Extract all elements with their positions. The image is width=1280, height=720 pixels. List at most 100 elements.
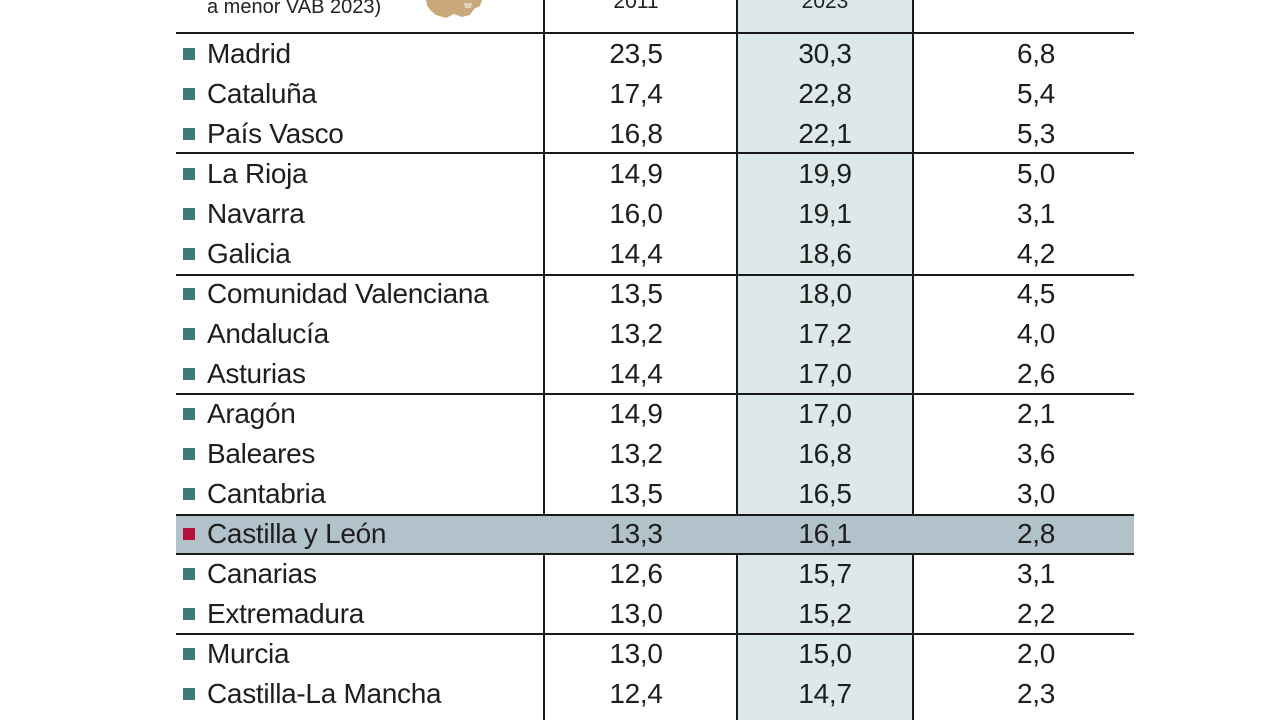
value-2023: 22,8 [798,78,852,109]
row-marker-icon [183,608,195,620]
row-marker-icon [183,688,195,700]
group-rule [176,553,1134,555]
group-rule [176,152,1134,154]
row-marker-icon [183,128,195,140]
value-2011: 13,0 [609,638,663,669]
table-row: Madrid 23,5 30,3 6,8 [0,34,1280,74]
table-row: Baleares 13,2 16,8 3,6 [0,434,1280,474]
highlighted-row-background [176,515,1134,554]
row-marker-icon [183,568,195,580]
region-name: Asturias [207,358,306,389]
row-marker-icon [183,368,195,380]
row-marker-icon [183,328,195,340]
value-2023: 15,2 [798,598,852,629]
table-row: Cantabria 13,5 16,5 3,0 [0,474,1280,514]
value-difference: 2,3 [1016,678,1056,709]
table-row: Aragón 14,9 17,0 2,1 [0,394,1280,434]
table-row: Extremadura 13,0 15,2 2,2 [0,594,1280,634]
value-difference: 3,1 [1016,558,1056,589]
row-marker-icon [183,448,195,460]
spain-map-icon [426,0,482,18]
value-difference: 2,8 [1016,518,1056,549]
row-marker-icon [183,168,195,180]
value-2023: 19,1 [798,198,852,229]
value-2011: 13,5 [609,278,663,309]
region-name: Extremadura [207,598,364,629]
value-2023: 14,7 [798,678,852,709]
table-row: Castilla-La Mancha 12,4 14,7 2,3 [0,674,1280,714]
row-marker-icon [183,648,195,660]
header-subtitle: a menor VAB 2023) [207,0,382,18]
value-2023: 16,1 [798,518,852,549]
row-marker-icon [183,408,195,420]
value-difference: 5,4 [1016,78,1056,109]
value-2011: 14,4 [609,358,663,389]
value-difference: 5,3 [1016,118,1056,149]
value-2023: 18,0 [798,278,852,309]
table-row: Galicia 14,4 18,6 4,2 [0,234,1280,274]
value-2011: 13,2 [609,318,663,349]
value-difference: 2,1 [1016,398,1056,429]
value-2023: 16,5 [798,478,852,509]
value-2011: 14,9 [609,158,663,189]
value-2011: 14,9 [609,398,663,429]
value-2011: 13,2 [609,438,663,469]
row-marker-icon [183,528,195,540]
table-row: Asturias 14,4 17,0 2,6 [0,354,1280,394]
value-difference: 2,2 [1016,598,1056,629]
group-rule [176,633,1134,635]
column-divider-2011 [543,0,545,720]
value-2011: 16,8 [609,118,663,149]
region-name: Castilla-La Mancha [207,678,442,709]
value-2023: 17,0 [798,358,852,389]
value-2023: 17,2 [798,318,852,349]
region-name: Cantabria [207,478,326,509]
header-2011: 2011 [613,0,659,13]
region-name: Comunidad Valenciana [207,278,489,309]
row-marker-icon [183,88,195,100]
value-2023: 16,8 [798,438,852,469]
value-2011: 23,5 [609,38,663,69]
table-row: Comunidad Valenciana 13,5 18,0 4,5 [0,274,1280,314]
value-difference: 4,0 [1016,318,1056,349]
value-2023: 15,7 [798,558,852,589]
value-difference: 5,0 [1016,158,1056,189]
region-name: La Rioja [207,158,308,189]
region-name: Madrid [207,38,291,69]
region-name: Cataluña [207,78,317,109]
value-2023: 19,9 [798,158,852,189]
column-2023-background [736,0,914,720]
table-row: La Rioja 14,9 19,9 5,0 [0,154,1280,194]
region-name: Galicia [207,238,291,269]
value-2023: 15,0 [798,638,852,669]
row-marker-icon [183,208,195,220]
value-2023: 22,1 [798,118,852,149]
value-2011: 14,4 [609,238,663,269]
value-2023: 30,3 [798,38,852,69]
value-2011: 13,3 [609,518,663,549]
value-2011: 17,4 [609,78,663,109]
row-marker-icon [183,288,195,300]
value-difference: 4,5 [1016,278,1056,309]
table-row: Cataluña 17,4 22,8 5,4 [0,74,1280,114]
region-name: Canarias [207,558,317,589]
region-name: Castilla y León [207,518,387,549]
region-name: Navarra [207,198,305,229]
row-marker-icon [183,48,195,60]
value-difference: 4,2 [1016,238,1056,269]
region-name: Andalucía [207,318,329,349]
group-rule [176,274,1134,276]
region-name: País Vasco [207,118,344,149]
table-row: Castilla y León 13,3 16,1 2,8 [0,514,1280,554]
value-difference: 2,6 [1016,358,1056,389]
value-2023: 17,0 [798,398,852,429]
value-2011: 13,5 [609,478,663,509]
table-row: Canarias 12,6 15,7 3,1 [0,554,1280,594]
group-rule [176,514,1134,516]
value-difference: 6,8 [1016,38,1056,69]
value-difference: 3,0 [1016,478,1056,509]
table-row: País Vasco 16,8 22,1 5,3 [0,114,1280,154]
region-name: Baleares [207,438,316,469]
header-2023: 2023 [801,0,849,13]
